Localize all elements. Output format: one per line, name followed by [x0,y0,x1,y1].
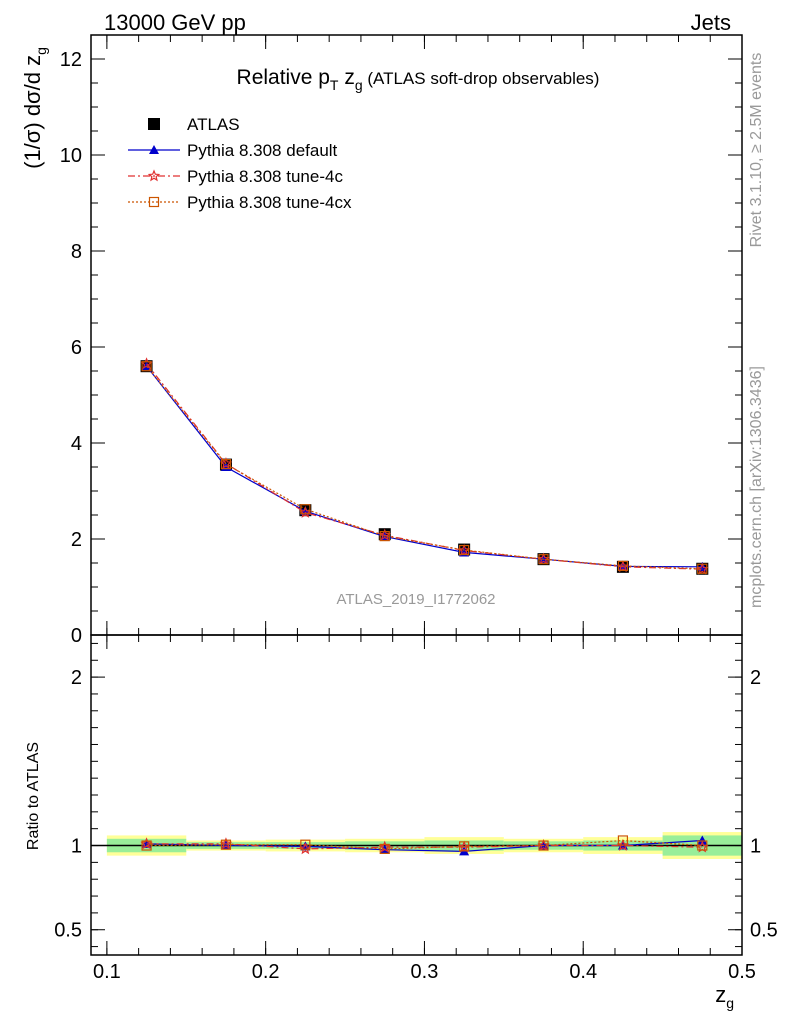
xtick-label-3: 0.4 [569,961,597,983]
ratio-point-2-6 [616,838,630,851]
main-series-3 [141,361,708,574]
ytick-main-label-5: 10 [60,145,82,167]
ytick-main-label-4: 8 [71,241,82,263]
main-point-3-5 [538,554,549,565]
ratio-point-3-2 [300,839,311,850]
ratio-point-2-1 [219,837,233,850]
legend-label-2: Pythia 8.308 tune-4c [187,167,343,186]
ratio-point-1-7 [697,835,708,845]
ylabel-main-text: (1/σ) dσ/d z [20,55,45,169]
ylabel-main-sub: g [33,47,49,55]
ratio-series-3 [141,835,708,854]
ytick-ratio-label-l-2: 2 [71,667,82,689]
main-point-3-7 [697,563,708,574]
ytick-main-label-6: 12 [60,49,82,71]
legend-label-1: Pythia 8.308 default [187,141,338,160]
legend-marker-2 [147,169,161,182]
ratio-frame [90,634,743,956]
legend-marker-0 [148,118,160,130]
legend-item-3: Pythia 8.308 tune-4cx [128,193,352,212]
ratio-point-2-0 [140,837,153,850]
ytick-main-label-0: 0 [71,625,82,647]
mcplots-label: mcplots.cern.ch [arXiv:1306.3436] [748,366,765,608]
ytick-main-label-1: 2 [71,529,82,551]
ratio-point-3-1 [220,839,232,850]
xtick-label-0: 0.1 [93,961,121,983]
xlabel-main: z [715,982,726,1007]
main-line-3 [146,365,703,570]
plot-title-rest: (ATLAS soft-drop observables) [363,69,600,88]
ratio-point-2-4 [457,840,471,853]
legend-marker-1 [149,145,159,154]
legend-item-2: Pythia 8.308 tune-4c [128,167,343,186]
main-series-2 [140,357,709,575]
ratio-point-2-2 [299,842,312,855]
plot-title-sub-t: T [330,77,339,93]
ytick-ratio-label-l-0: 0.5 [54,920,82,942]
legend-item-1: Pythia 8.308 default [128,141,338,160]
ratio-line-3 [146,839,703,850]
ratio-line-1 [146,839,703,853]
plot-title-mid: z [338,66,354,89]
ylabel-ratio: Ratio to ATLAS [25,742,42,850]
header-left: 13000 GeV pp [104,10,246,35]
ytick-ratio-label-r-0: 0.5 [750,920,778,942]
xtick-label-4: 0.5 [728,961,756,983]
xlabel: zg [715,982,734,1011]
main-point-2-3 [378,528,391,541]
ytick-main-label-2: 4 [71,433,82,455]
ratio-point-2-5 [537,838,550,851]
main-point-2-5 [537,552,550,565]
main-point-3-2 [300,504,311,515]
ratio-point-1-2 [300,841,311,851]
rivet-label: Rivet 3.1.10, ≥ 2.5M events [748,53,765,248]
ratio-point-3-6 [617,835,629,846]
ratio-point-2-3 [378,840,391,853]
ytick-ratio-label-r-1: 1 [750,836,761,858]
main-series [140,357,709,575]
plot-title: Relative pT zg (ATLAS soft-drop observab… [237,66,600,93]
legend-label-3: Pythia 8.308 tune-4cx [187,193,352,212]
ratio-point-3-0 [141,840,152,851]
xtick-label-2: 0.3 [411,961,439,983]
header-right: Jets [691,10,731,35]
ratio-point-3-3 [379,843,390,854]
main-line-2 [146,363,703,570]
plot-title-sub-g: g [355,77,363,93]
legend-item-0: ATLAS [148,115,240,134]
ytick-main-label-3: 6 [71,337,82,359]
ytick-ratio-label-r-2: 2 [750,667,761,689]
legend: ATLAS Pythia 8.308 default Pythia 8.308 tu… [128,115,352,212]
xlabel-sub: g [726,995,734,1011]
main-point-3-6 [617,560,629,571]
legend-label-0: ATLAS [187,115,240,134]
ylabel-main: (1/σ) dσ/d zg [20,47,49,169]
ratio-series [140,835,709,856]
main-point-3-4 [459,544,470,556]
ratio-point-3-7 [697,840,708,851]
legend-marker-3 [148,196,160,208]
analysis-watermark: ATLAS_2019_I1772062 [336,591,495,608]
ytick-ratio-label-l-1: 1 [71,836,82,858]
ratio-point-3-5 [538,840,549,851]
plot-title-main: Relative p [237,66,330,89]
main-point-3-1 [220,459,232,470]
main-point-3-0 [141,361,152,372]
main-point-2-1 [219,457,233,469]
main-point-3-3 [379,531,390,542]
main-point-2-7 [696,562,709,575]
xtick-label-1: 0.2 [252,961,280,983]
ratio-point-3-4 [459,841,470,852]
